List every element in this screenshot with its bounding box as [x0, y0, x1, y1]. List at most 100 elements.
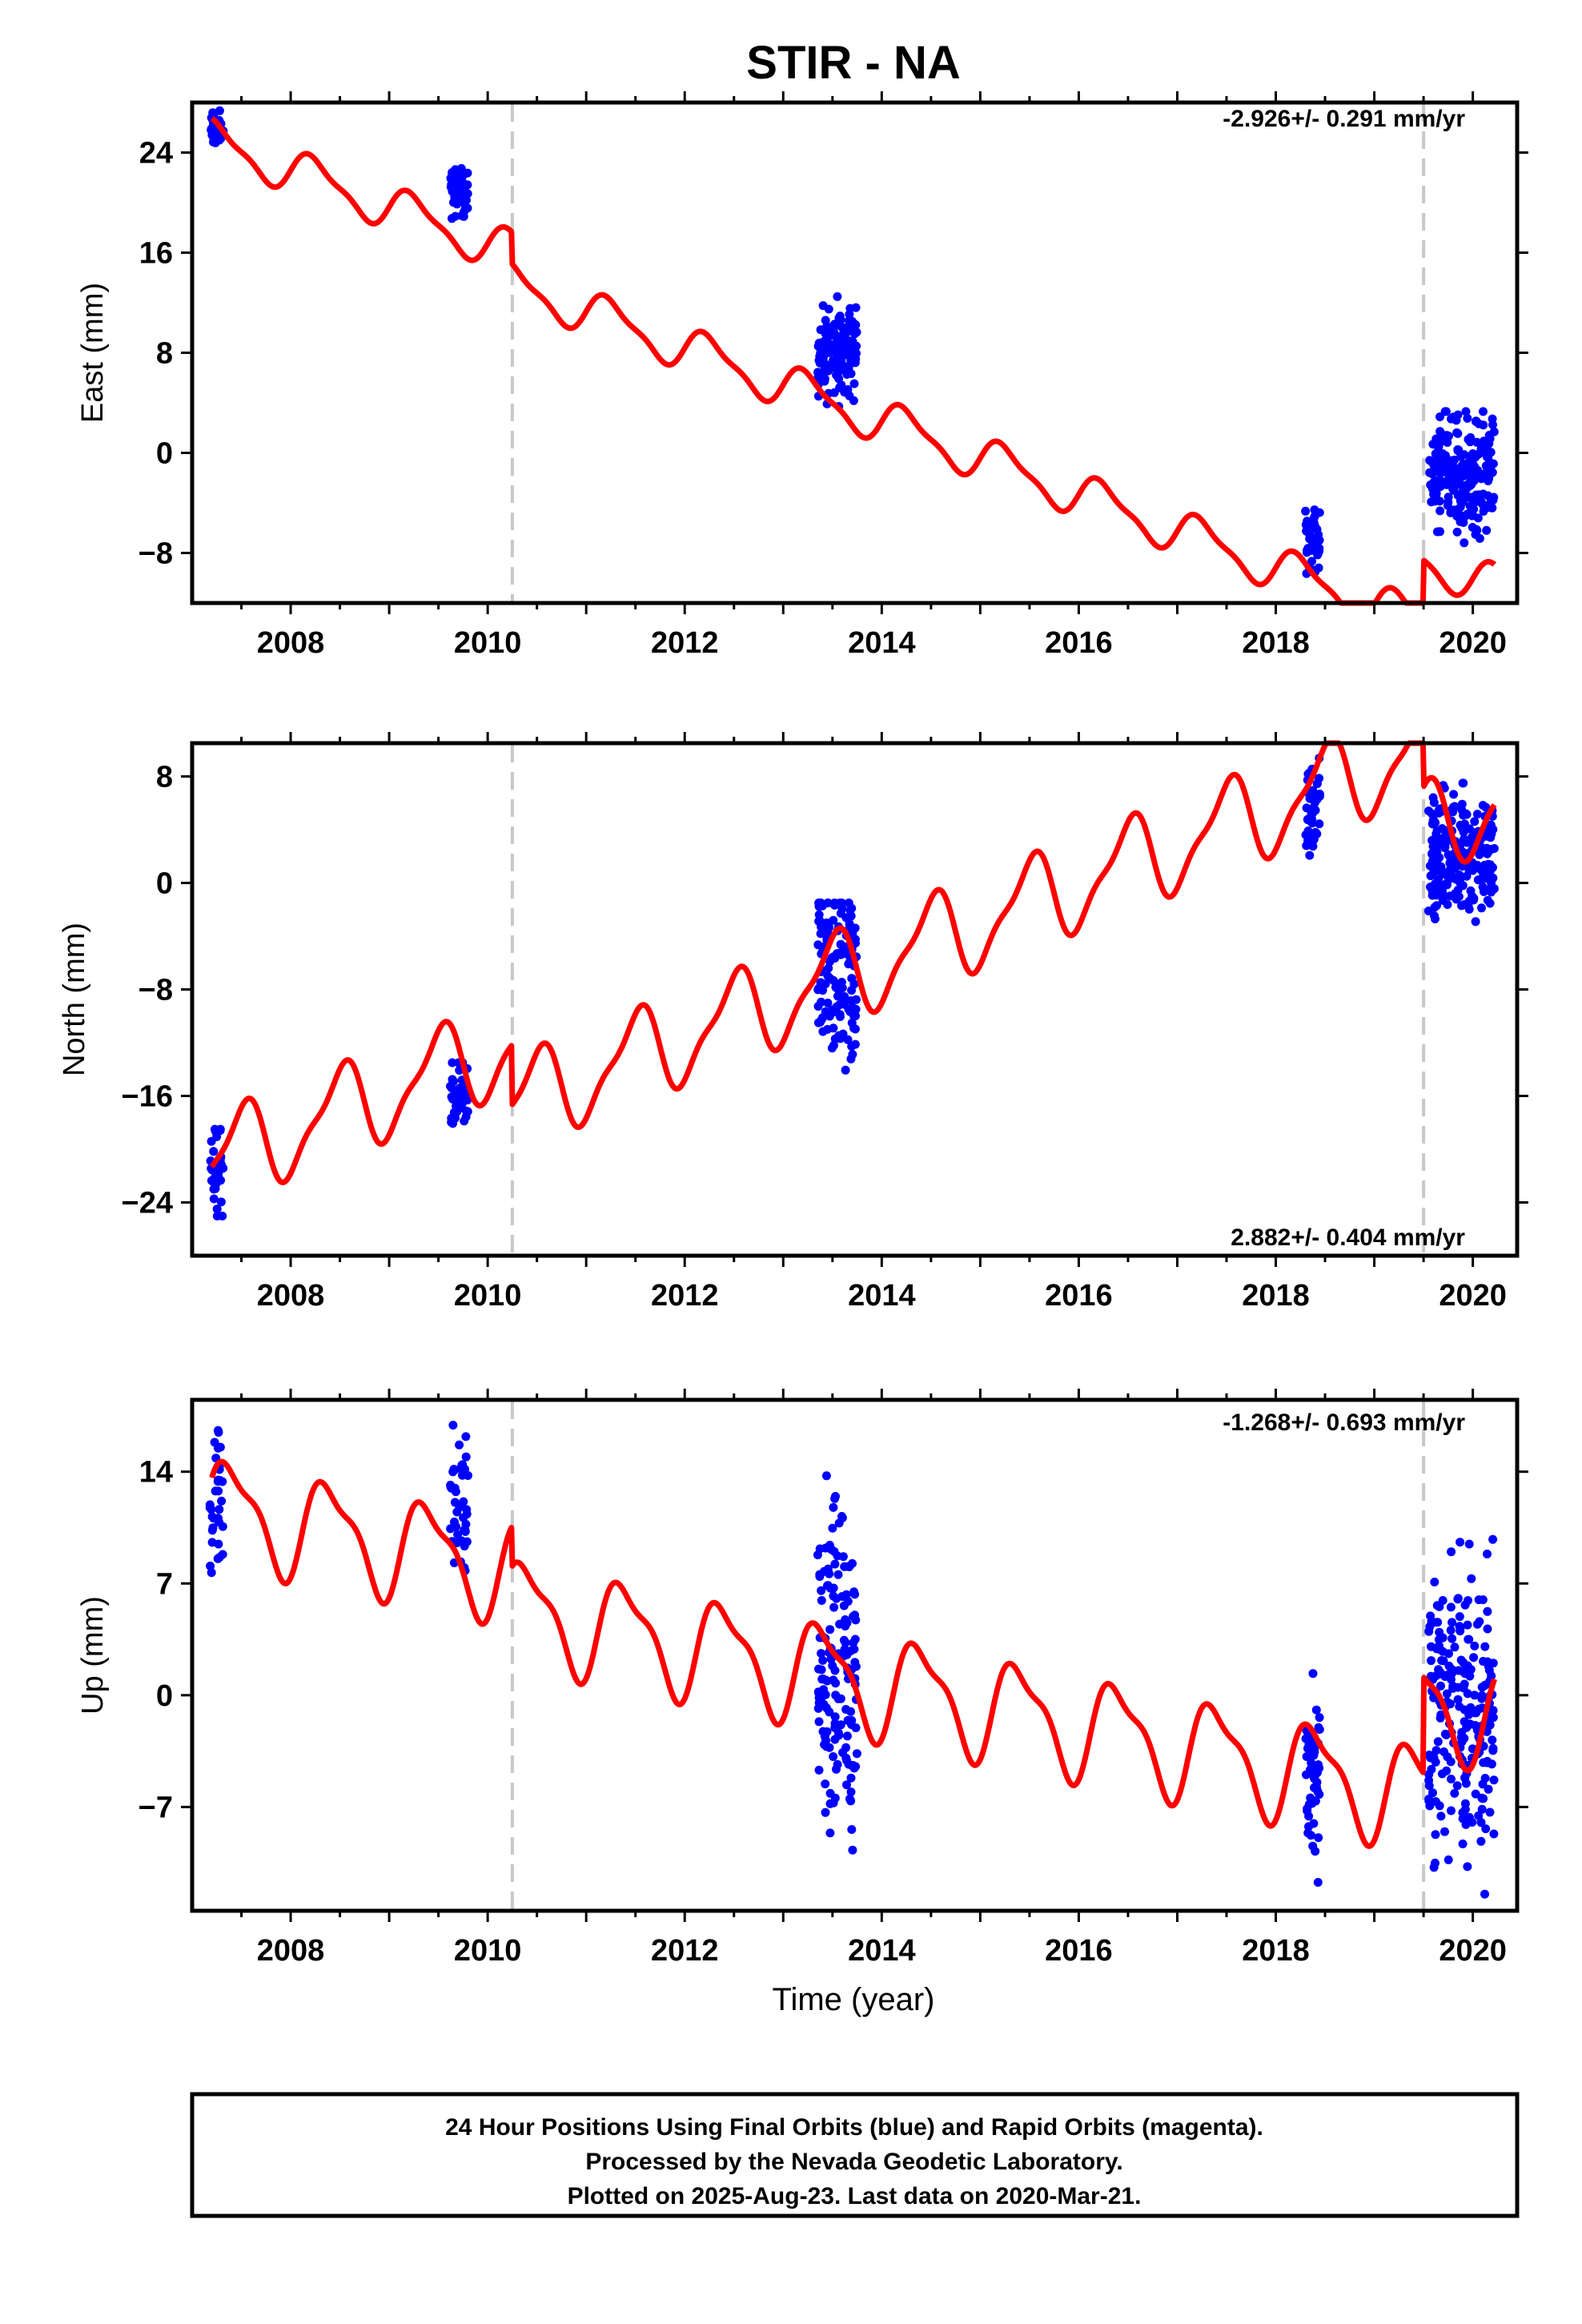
east-y-tick-label: 0 [156, 437, 173, 471]
north-data-point [846, 1054, 856, 1063]
north-data-point [1429, 798, 1439, 807]
east-data-point [1443, 501, 1452, 510]
up-data-point [1447, 1806, 1456, 1815]
north-data-point [1428, 842, 1438, 851]
up-data-point [448, 1421, 458, 1430]
up-data-point [1424, 1796, 1434, 1806]
east-data-point [817, 356, 827, 364]
up-rate-label: -1.268+/- 0.693 mm/yr [1223, 1409, 1465, 1436]
north-data-point [825, 974, 835, 983]
up-data-point [1431, 1797, 1440, 1807]
up-data-point [850, 1658, 860, 1667]
up-y-tick-label: 14 [139, 1456, 173, 1490]
east-data-point [849, 396, 858, 405]
east-data-point [1442, 431, 1452, 440]
up-data-point [1436, 1681, 1445, 1691]
up-data-point [820, 1566, 829, 1576]
east-data-point [1452, 428, 1462, 437]
up-data-point [829, 1502, 838, 1512]
up-data-point [1488, 1534, 1498, 1544]
up-data-point [214, 1443, 223, 1453]
up-data-point [1435, 1713, 1445, 1723]
north-data-point [843, 1035, 853, 1044]
east-steps [510, 104, 1426, 601]
north-data-point [213, 1171, 223, 1180]
up-data-point [1442, 1730, 1451, 1739]
east-data-point [1453, 410, 1463, 420]
east-data-point [1461, 407, 1471, 416]
up-data-point [461, 1519, 471, 1529]
east-data-point [816, 325, 825, 335]
north-data-point [823, 899, 833, 907]
north-y-label: North (mm) [58, 923, 91, 1076]
up-data-point [1431, 1746, 1441, 1755]
north-data-point [829, 1040, 838, 1050]
north-x-tick-label: 2020 [1439, 1279, 1507, 1313]
up-data-point [837, 1512, 846, 1521]
east-y-tick-label: −8 [139, 537, 173, 571]
up-data-point [833, 1551, 842, 1561]
up-data-point [462, 1505, 472, 1514]
up-data-point [1458, 1839, 1468, 1848]
east-y-tick-label: 16 [139, 237, 173, 271]
north-data-point [1315, 774, 1324, 783]
north-data-point [846, 911, 856, 921]
east-data-point [849, 379, 859, 388]
north-model-line [209, 740, 1497, 1185]
north-data-point [1460, 819, 1469, 829]
north-x-tick-label: 2010 [454, 1279, 522, 1313]
up-data-point [1471, 1721, 1480, 1730]
north-x-tick-label: 2012 [651, 1279, 719, 1313]
up-data-point [1314, 1760, 1323, 1770]
east-data-point [1303, 517, 1312, 526]
up-data-point [208, 1523, 218, 1533]
up-data-point [852, 1749, 861, 1759]
up-data-point [1484, 1784, 1493, 1794]
east-data-point [820, 374, 829, 384]
up-data-point [450, 1465, 460, 1474]
north-data-point [1477, 903, 1486, 913]
east-data-point [840, 365, 849, 375]
east-data-point [1435, 497, 1444, 506]
north-data-point [1461, 809, 1471, 818]
up-data-point [1315, 1790, 1324, 1799]
up-data-point [1463, 1862, 1472, 1872]
north-frame [190, 741, 1520, 1258]
up-data-point [1485, 1807, 1495, 1817]
up-x-tick-label: 2008 [257, 1934, 325, 1968]
east-data-point [1438, 449, 1447, 459]
up-data-point [1447, 1547, 1456, 1557]
east-data-point [813, 341, 823, 351]
caption-line-1: 24 Hour Positions Using Final Orbits (bl… [445, 2114, 1263, 2141]
north-y-tick-label: −8 [139, 974, 173, 1007]
east-data-point [1435, 527, 1444, 537]
east-data-point [1465, 501, 1475, 511]
north-data-point [1432, 901, 1441, 911]
east-data-point [1489, 493, 1499, 502]
east-data-point [1472, 417, 1480, 426]
up-data-point [1439, 1747, 1448, 1756]
up-data-point [1433, 1618, 1443, 1627]
up-data-point [217, 1496, 227, 1506]
east-data-point [215, 106, 224, 115]
panel-up: 2008 2010 2012 2014 2016 2018 2020 −7 0 7 14 Up (… [76, 1389, 1528, 1968]
up-data-point [842, 1731, 852, 1741]
up-data-point [1489, 1775, 1499, 1785]
up-data-point [1440, 1827, 1449, 1836]
east-data-point [835, 352, 845, 361]
east-x-tick-label: 2014 [848, 626, 916, 660]
north-rate-label: 2.882+/- 0.404 mm/yr [1231, 1224, 1465, 1251]
up-model-line [209, 1458, 1498, 1849]
north-y-tick-label: 0 [156, 867, 173, 901]
up-data-point [1438, 1633, 1447, 1642]
up-x-ticks: 2008 2010 2012 2014 2016 2018 2020 [240, 1389, 1507, 1968]
north-data-point [215, 1124, 225, 1134]
up-data-point [1446, 1757, 1456, 1767]
up-data-point [1430, 1578, 1439, 1586]
north-data-point [837, 950, 845, 959]
up-data-point [1471, 1789, 1480, 1799]
up-data-point [1452, 1781, 1462, 1791]
north-data-point [1428, 816, 1438, 826]
up-data-point [1481, 1824, 1491, 1834]
